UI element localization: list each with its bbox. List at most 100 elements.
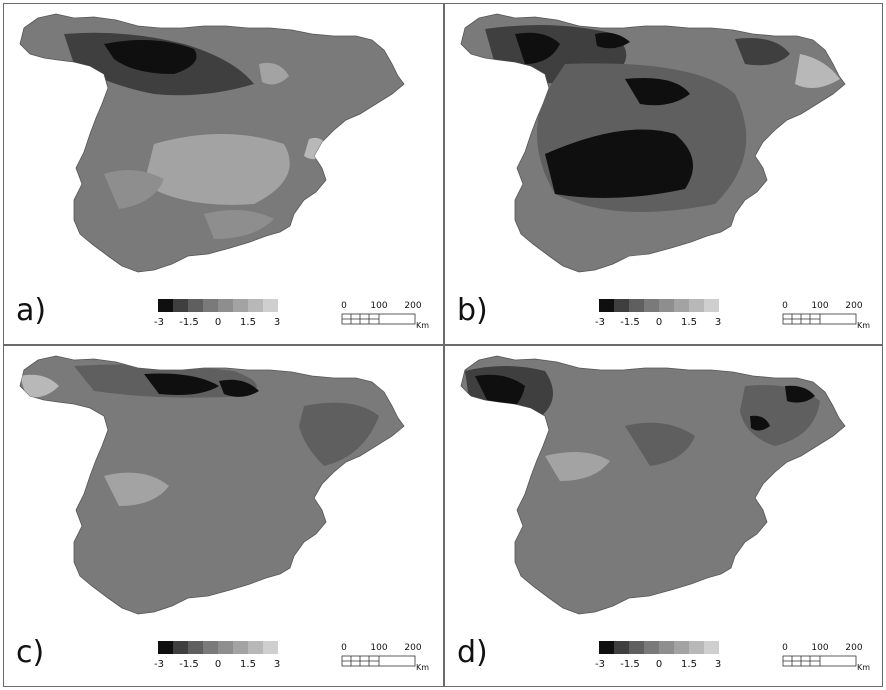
legend-tick: -1.5: [620, 659, 640, 670]
anomaly-region: [104, 472, 169, 506]
legend-swatch: [629, 299, 644, 312]
legend-tick: 3: [714, 317, 722, 328]
legend-swatch: [173, 641, 188, 654]
anomaly-region: [259, 62, 289, 85]
iberia-map-d: [460, 355, 846, 615]
legend-tick: 1.5: [240, 659, 256, 670]
panel-label: d): [457, 635, 488, 670]
scale-bar: 0 100 200 Km: [782, 643, 882, 681]
legend-swatch: [158, 641, 173, 654]
color-legend: -3 -1.5 0 1.5 3: [595, 299, 725, 339]
legend-tick: -3: [154, 659, 164, 670]
legend-tick: 3: [273, 659, 281, 670]
legend-swatch: [689, 641, 704, 654]
scale-tick: 200: [845, 643, 863, 653]
scale-tick: 100: [370, 643, 388, 653]
legend-color-bar: [599, 299, 719, 312]
legend-color-bar: [158, 641, 278, 654]
anomaly-region: [144, 373, 219, 395]
legend-swatch: [188, 299, 203, 312]
anomaly-region: [595, 32, 630, 49]
legend-swatch: [599, 299, 614, 312]
legend-tick: -1.5: [179, 659, 199, 670]
legend-swatch: [689, 299, 704, 312]
legend-swatch: [644, 299, 659, 312]
anomaly-region: [104, 170, 164, 209]
panel-a: a) -3 -1.5 0 1.5 3 0 100 200 Km: [3, 3, 444, 345]
scale-bar: 0 100 200 Km: [341, 643, 441, 681]
scale-unit: Km: [857, 663, 871, 672]
legend-swatch: [659, 641, 674, 654]
scale-unit: Km: [416, 663, 430, 672]
panel-label: a): [16, 293, 47, 328]
legend-swatch: [248, 299, 263, 312]
scale-tick: 0: [782, 643, 788, 653]
anomaly-region: [585, 542, 665, 576]
iberia-map-a: [19, 13, 405, 273]
scale-bar-graphic: [341, 313, 416, 325]
anomaly-region: [545, 452, 610, 481]
legend-swatch: [173, 299, 188, 312]
legend-swatch: [233, 641, 248, 654]
scale-tick: 200: [404, 301, 422, 311]
anomaly-region: [625, 422, 695, 466]
anomaly-region: [625, 78, 690, 106]
legend-tick: 0: [214, 317, 222, 328]
legend-swatch: [629, 641, 644, 654]
anomaly-region: [144, 134, 290, 205]
scale-bar-graphic: [782, 655, 857, 667]
panel-b: b) -3 -1.5 0 1.5 3 0 100 200 Km: [444, 3, 883, 345]
scale-bar: 0 100 200 Km: [782, 301, 882, 339]
anomaly-region: [750, 415, 770, 431]
scale-bar-graphic: [782, 313, 857, 325]
legend-swatch: [158, 299, 173, 312]
anomaly-region: [219, 379, 259, 397]
scale-tick: 0: [341, 643, 347, 653]
legend-swatch: [599, 641, 614, 654]
scale-bar-graphic: [341, 655, 416, 667]
legend-tick: 0: [655, 659, 663, 670]
legend-tick: -1.5: [620, 317, 640, 328]
color-legend: -3 -1.5 0 1.5 3: [154, 641, 284, 681]
iberia-map-c: [19, 355, 405, 615]
scale-tick: 100: [811, 301, 829, 311]
anomaly-region: [134, 552, 204, 581]
legend-swatch: [644, 641, 659, 654]
legend-swatch: [218, 641, 233, 654]
anomaly-region: [515, 32, 560, 64]
anomaly-region: [765, 502, 800, 532]
legend-swatch: [704, 641, 719, 654]
anomaly-region: [575, 222, 685, 259]
legend-color-bar: [158, 299, 278, 312]
color-legend: -3 -1.5 0 1.5 3: [595, 641, 725, 681]
anomaly-region: [785, 385, 815, 403]
anomaly-region: [20, 374, 59, 398]
scale-unit: Km: [416, 321, 430, 330]
legend-swatch: [233, 299, 248, 312]
anomaly-region: [204, 493, 284, 546]
anomaly-region: [204, 210, 274, 239]
legend-swatch: [614, 299, 629, 312]
legend-swatch: [248, 641, 263, 654]
legend-tick: -3: [595, 659, 605, 670]
scale-bar: 0 100 200 Km: [341, 301, 441, 339]
anomaly-region: [545, 129, 693, 198]
panel-d: d) -3 -1.5 0 1.5 3 0 100 200 Km: [444, 345, 883, 687]
legend-tick: -3: [154, 317, 164, 328]
legend-swatch: [674, 299, 689, 312]
legend-swatch: [263, 299, 278, 312]
legend-swatch: [263, 641, 278, 654]
legend-tick: 3: [273, 317, 281, 328]
anomaly-region: [299, 402, 379, 466]
anomaly-region: [735, 38, 790, 66]
legend-swatch: [203, 299, 218, 312]
legend-tick: -1.5: [179, 317, 199, 328]
panel-label: b): [457, 293, 488, 328]
scale-tick: 0: [782, 301, 788, 311]
scale-tick: 100: [370, 301, 388, 311]
legend-swatch: [188, 641, 203, 654]
anomaly-region: [104, 40, 197, 74]
scale-unit: Km: [857, 321, 871, 330]
legend-color-bar: [599, 641, 719, 654]
